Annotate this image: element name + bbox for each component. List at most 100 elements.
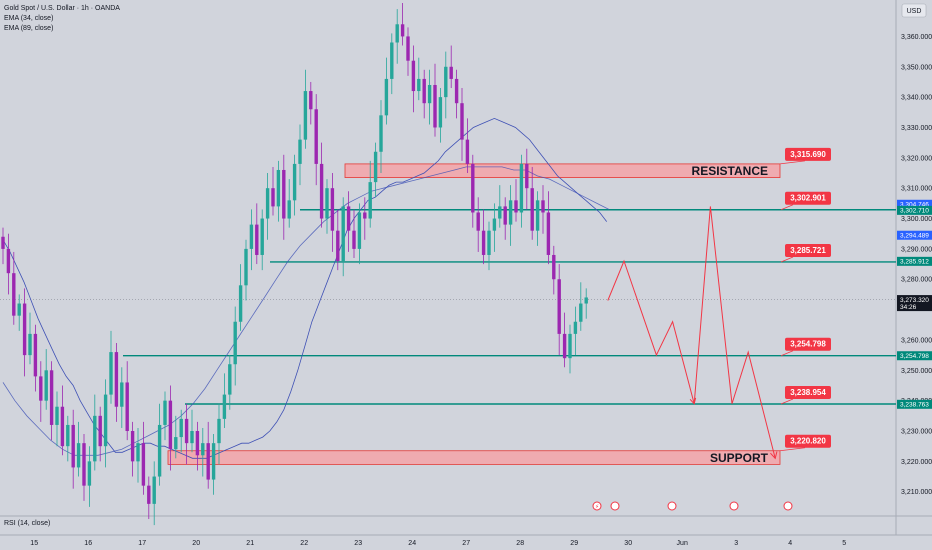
candle-body: [444, 66, 448, 98]
candle-body: [568, 333, 572, 359]
candle-body: [6, 248, 11, 274]
candle-body: [271, 188, 275, 207]
candle-body: [1, 236, 5, 249]
zone-price-label-box: [785, 147, 831, 161]
y-tick-label: 3,290.000: [901, 246, 932, 253]
zone-price-label-box: [785, 434, 831, 448]
candle-body: [525, 163, 529, 189]
candle-body: [395, 24, 399, 43]
candle-body: [514, 200, 518, 213]
currency-badge[interactable]: USD: [901, 3, 927, 18]
candle-body: [238, 285, 243, 322]
level-price-label-box: [785, 243, 831, 257]
candle-body: [411, 60, 416, 92]
candle-body: [530, 188, 534, 231]
symbol-title[interactable]: Gold Spot / U.S. Dollar · 1h · OANDA: [4, 5, 120, 12]
currency-label: USD: [907, 8, 922, 15]
indicator-ema-34[interactable]: EMA (34, close): [4, 15, 54, 22]
zone-label-pointer: [779, 160, 806, 165]
candle-body: [22, 303, 27, 356]
candle-body: [535, 200, 540, 231]
candle-body: [141, 443, 146, 486]
currency-badge-box: [901, 3, 927, 18]
candle-body: [546, 212, 551, 255]
level-price-label: 3,302.901: [790, 194, 826, 203]
price-tag-label: 3,302.710: [900, 208, 929, 215]
candle-body: [233, 321, 237, 365]
candle-body: [282, 169, 286, 219]
x-tick-label: 23: [354, 540, 362, 547]
candle-body: [125, 382, 129, 432]
chart-legend: Gold Spot / U.S. Dollar · 1h · OANDA EMA…: [4, 4, 120, 34]
x-tick-label: 4: [788, 540, 792, 547]
candle-body: [487, 230, 491, 255]
price-tag-label: 3,304.746: [900, 202, 929, 209]
candle-body: [168, 400, 173, 450]
y-tick-label: 3,300.000: [901, 216, 932, 223]
candle-body: [201, 443, 205, 456]
price-tag-box: [897, 256, 932, 266]
candle-body: [373, 151, 378, 183]
candle-body: [276, 169, 281, 207]
candle-body: [211, 443, 216, 480]
candle-body: [71, 424, 75, 468]
event-us-flag-icon[interactable]: [729, 501, 739, 511]
x-tick-label: 16: [84, 540, 92, 547]
price-tag-label: 3,254.798: [900, 353, 929, 360]
candle-body: [17, 303, 21, 316]
candle-body: [460, 103, 464, 140]
candle-body: [206, 443, 210, 480]
candle-body: [319, 163, 324, 219]
event-us-flag-icon[interactable]: [667, 501, 677, 511]
price-tag-label: 3,285.912: [900, 259, 929, 266]
price-tag-box: [897, 351, 932, 361]
candle-body: [352, 230, 356, 249]
candle-body: [12, 273, 16, 316]
level-price-label-box: [785, 385, 831, 399]
indicator-ema-89[interactable]: EMA (89, close): [4, 25, 54, 32]
candle-body: [66, 424, 70, 447]
candle-body: [314, 109, 318, 164]
level-price-label: 3,285.721: [790, 246, 826, 255]
level-label-pointer: [780, 256, 794, 263]
y-tick-label: 3,350.000: [901, 64, 932, 71]
candle-body: [449, 66, 453, 79]
event-us-flag-icon[interactable]: [783, 501, 793, 511]
candle-body: [471, 163, 475, 213]
candle-body: [579, 303, 583, 322]
event-flash-icon[interactable]: [592, 501, 602, 511]
candle-body: [562, 333, 567, 359]
candle-body: [309, 91, 313, 110]
candle-body: [87, 461, 92, 486]
level-label-pointer: [780, 350, 794, 357]
candle-body: [584, 297, 588, 304]
candle-body: [552, 254, 556, 280]
x-tick-label: 3: [734, 540, 738, 547]
candle-body: [298, 139, 302, 164]
candle-body: [174, 437, 178, 450]
event-us-flag-icon[interactable]: [610, 501, 620, 511]
zone-text-resistance: RESISTANCE: [692, 164, 768, 178]
candle-body: [184, 418, 189, 444]
projection-arrowhead: [689, 397, 697, 405]
price-tag-countdown: 34:26: [900, 304, 917, 311]
candle-body: [49, 370, 54, 425]
candle-body: [465, 139, 470, 164]
zone-resistance[interactable]: [344, 163, 781, 178]
candle-body: [325, 188, 329, 219]
candle-body: [454, 78, 459, 104]
zone-support[interactable]: [167, 450, 781, 465]
candle-body: [346, 206, 351, 231]
y-tick-label: 3,310.000: [901, 186, 932, 193]
candle-body: [93, 415, 97, 462]
ema-34-line: [2, 117, 608, 459]
candle-body: [60, 406, 65, 447]
candle-body: [265, 188, 270, 219]
candle-body: [292, 163, 297, 201]
candle-body: [222, 394, 227, 419]
zone-price-label: 3,220.820: [790, 437, 826, 446]
rsi-indicator-label[interactable]: RSI (14, close): [4, 520, 51, 527]
candle-body: [136, 443, 140, 462]
candle-body: [519, 163, 524, 213]
